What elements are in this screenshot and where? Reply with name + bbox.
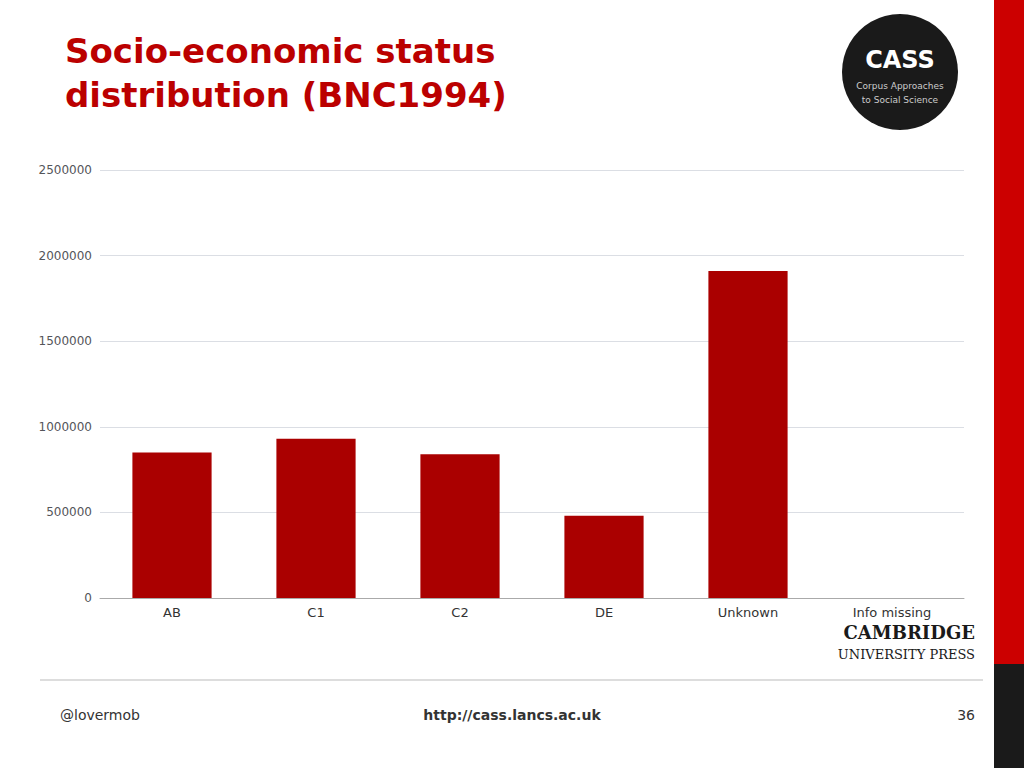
svg-text:0: 0 bbox=[84, 591, 92, 605]
svg-text:Socio-economic status: Socio-economic status bbox=[65, 31, 495, 71]
svg-text:C2: C2 bbox=[451, 605, 468, 620]
svg-text:AB: AB bbox=[163, 605, 181, 620]
svg-text:2000000: 2000000 bbox=[39, 249, 92, 263]
svg-text:1500000: 1500000 bbox=[39, 334, 92, 348]
svg-text:DE: DE bbox=[595, 605, 613, 620]
svg-text:2500000: 2500000 bbox=[39, 163, 92, 177]
svg-text:Unknown: Unknown bbox=[718, 605, 778, 620]
svg-text:CASS: CASS bbox=[865, 46, 935, 74]
svg-text:Corpus Approaches: Corpus Approaches bbox=[856, 81, 944, 91]
svg-text:to Social Science: to Social Science bbox=[862, 95, 939, 105]
svg-text:distribution (BNC1994): distribution (BNC1994) bbox=[65, 75, 507, 115]
svg-text:UNIVERSITY PRESS: UNIVERSITY PRESS bbox=[838, 647, 975, 662]
svg-text:Info missing: Info missing bbox=[853, 605, 932, 620]
svg-text:36: 36 bbox=[957, 707, 975, 723]
svg-text:C1: C1 bbox=[307, 605, 324, 620]
svg-text:1000000: 1000000 bbox=[39, 420, 92, 434]
svg-text:500000: 500000 bbox=[46, 505, 92, 519]
svg-text:http://cass.lancs.ac.uk: http://cass.lancs.ac.uk bbox=[423, 707, 601, 723]
svg-text:CAMBRIDGE: CAMBRIDGE bbox=[843, 622, 975, 643]
svg-text:@lovermob: @lovermob bbox=[60, 707, 140, 723]
